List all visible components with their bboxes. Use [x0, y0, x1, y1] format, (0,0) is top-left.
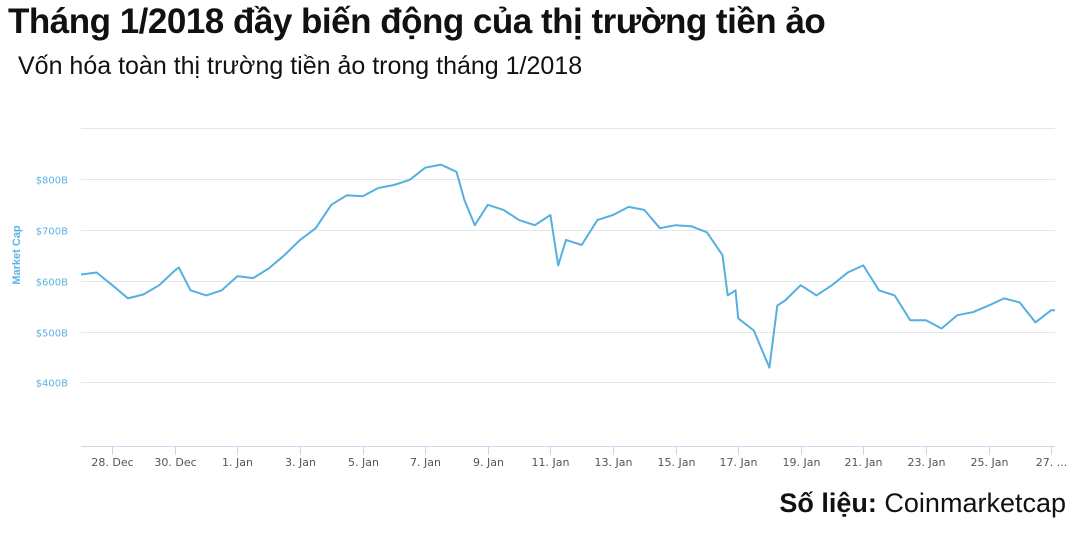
y-tick-label: $400B: [36, 379, 68, 390]
x-tick-label: 9. Jan: [473, 456, 504, 469]
x-tick-label: 23. Jan: [908, 456, 946, 469]
x-tick-label: 17. Jan: [720, 456, 758, 469]
page-title: Tháng 1/2018 đầy biến động của thị trườn…: [8, 2, 826, 41]
source-value: Coinmarketcap: [884, 488, 1066, 518]
x-tick-label: 28. Dec: [91, 456, 133, 469]
x-axis: 28. Dec 30. Dec 1. Jan 3. Jan 5. Jan 7. Jan 9.…: [81, 446, 1067, 469]
page-subtitle: Vốn hóa toàn thị trường tiền ảo trong th…: [18, 52, 583, 80]
y-axis-title: Market Cap: [11, 225, 23, 285]
x-tick-label: 19. Jan: [783, 456, 821, 469]
source-label: Số liệu:: [779, 488, 877, 518]
source-credit: Số liệu: Coinmarketcap: [779, 488, 1066, 519]
x-tick-label: 11. Jan: [532, 456, 570, 469]
y-tick-label: $600B: [36, 278, 68, 289]
x-tick-label: 5. Jan: [348, 456, 379, 469]
y-tick-label: $500B: [36, 329, 68, 340]
grid-lines: [81, 128, 1055, 383]
x-tick-label: 27. ...: [1036, 456, 1067, 469]
y-tick-label: $700B: [36, 227, 68, 238]
x-tick-label: 15. Jan: [658, 456, 696, 469]
x-tick-label: 1. Jan: [222, 456, 253, 469]
y-tick-label: $800B: [36, 176, 68, 187]
x-tick-label: 3. Jan: [285, 456, 316, 469]
y-axis-labels: $400B $500B $600B $700B $800B: [36, 176, 68, 390]
x-tick-label: 30. Dec: [154, 456, 196, 469]
x-tick-label: 25. Jan: [971, 456, 1009, 469]
x-tick-label: 13. Jan: [595, 456, 633, 469]
x-tick-label: 21. Jan: [845, 456, 883, 469]
series-line: [80, 163, 1055, 369]
x-tick-label: 7. Jan: [410, 456, 441, 469]
